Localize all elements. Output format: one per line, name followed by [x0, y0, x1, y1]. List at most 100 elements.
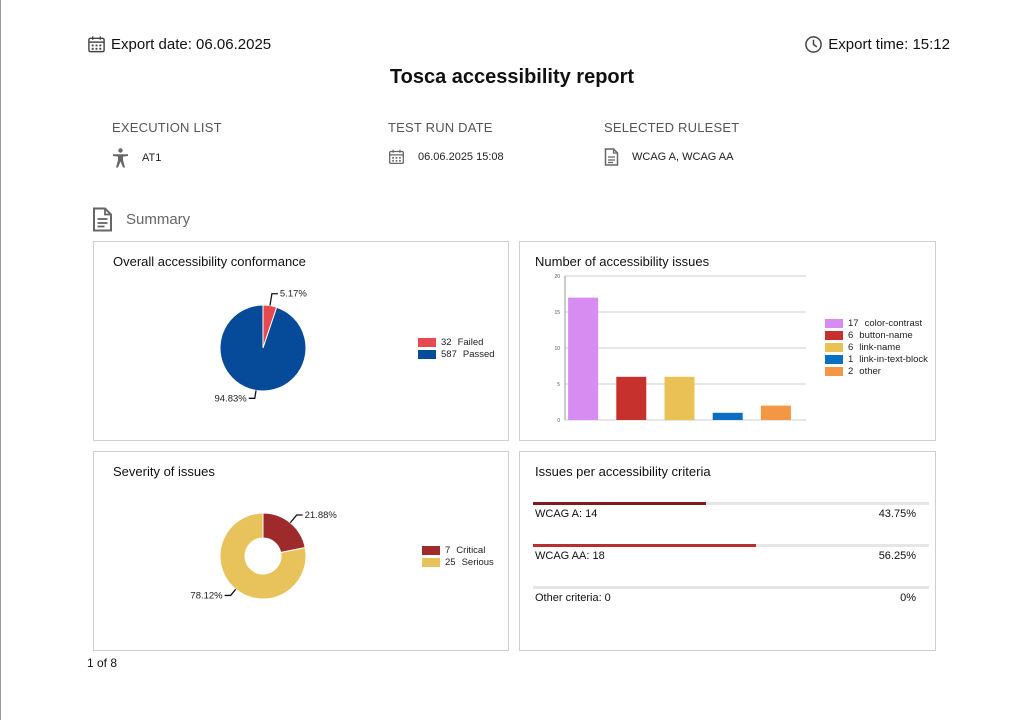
document-icon	[604, 148, 619, 166]
conformance-legend: 32 Failed 587 Passed	[418, 336, 495, 360]
issues-legend: 17 color-contrast 6 button-name 6 link-name 1 l…	[825, 317, 928, 377]
legend-count: 6	[848, 341, 854, 353]
severity-title: Severity of issues	[113, 464, 215, 479]
legend-name: Serious	[461, 556, 494, 568]
criteria-label: WCAG AA: 18	[535, 550, 605, 562]
legend-name: button-name	[859, 329, 913, 341]
selected-ruleset-value: WCAG A, WCAG AA	[632, 151, 734, 163]
y-tick-label: 20	[554, 274, 560, 280]
legend-count: 17	[848, 317, 859, 329]
clock-icon	[805, 36, 823, 53]
pie-callout-line	[224, 588, 237, 597]
conformance-title: Overall accessibility conformance	[113, 254, 306, 269]
export-time-text: Export time: 15:12	[828, 36, 950, 53]
criteria-fill	[533, 502, 707, 505]
calendar-icon	[88, 36, 105, 53]
pie-slice-serious	[219, 512, 307, 600]
legend-name: Critical	[456, 544, 486, 556]
pie-callout-line	[269, 293, 278, 306]
summary-label: Summary	[126, 211, 191, 228]
page-number: 1 of 8	[87, 656, 118, 670]
criteria-track	[533, 586, 929, 589]
legend-item: 25 Serious	[422, 556, 494, 568]
pie-slice-critical	[262, 512, 306, 554]
conformance-pie-chart: 5.17% 94.83%	[215, 289, 308, 405]
legend-item: 2 other	[825, 365, 928, 377]
test-run-date-block: TEST RUN DATE 06.06.2025 15:08	[388, 120, 504, 166]
legend-item: 6 link-name	[825, 341, 928, 353]
execution-list-block: EXECUTION LIST AT1	[112, 120, 222, 168]
legend-swatch	[825, 318, 843, 328]
pie-slice-passed	[219, 304, 307, 392]
calendar-icon	[389, 149, 404, 165]
selected-ruleset-value-row: WCAG A, WCAG AA	[604, 148, 739, 166]
bar-other	[760, 405, 791, 420]
legend-count: 6	[848, 329, 854, 341]
legend-name: link-in-text-block	[859, 353, 928, 365]
legend-name: Passed	[462, 348, 495, 360]
issues-card: Number of accessibility issues 0 5 10 15 20 …	[519, 241, 936, 441]
y-tick-label: 0	[557, 418, 560, 424]
criteria-label: Other criteria: 0	[535, 592, 611, 604]
pie-callout-line	[289, 514, 303, 524]
execution-list-label: EXECUTION LIST	[112, 120, 222, 135]
legend-count: 2	[848, 365, 854, 377]
export-time: Export time: 15:12	[804, 35, 950, 54]
export-date: Export date: 06.06.2025	[87, 35, 271, 54]
criteria-percent: 56.25%	[878, 550, 916, 562]
legend-item: 32 Failed	[418, 336, 495, 348]
pie-percent-label: 94.83%	[215, 393, 248, 404]
criteria-label: WCAG A: 14	[535, 508, 598, 520]
report-title: Tosca accessibility report	[389, 66, 635, 88]
criteria-percent: 0%	[900, 592, 916, 604]
legend-name: link-name	[859, 341, 901, 353]
legend-swatch	[418, 349, 436, 359]
legend-item: 6 button-name	[825, 329, 928, 341]
legend-item: 7 Critical	[422, 544, 494, 556]
conformance-card: Overall accessibility conformance 5.17% 9…	[93, 241, 509, 441]
selected-ruleset-label: SELECTED RULESET	[604, 120, 740, 135]
legend-name: Failed	[457, 336, 484, 348]
export-date-text: Export date: 06.06.2025	[111, 36, 272, 53]
summary-heading: Summary	[92, 207, 190, 232]
legend-swatch	[825, 366, 843, 376]
legend-swatch	[825, 330, 843, 340]
criteria-title: Issues per accessibility criteria	[535, 464, 711, 479]
y-tick-label: 10	[554, 346, 560, 352]
document-icon	[93, 207, 112, 232]
legend-name: other	[859, 365, 881, 377]
legend-item: 1 link-in-text-block	[825, 353, 928, 365]
y-tick-label: 15	[554, 310, 560, 316]
test-run-date-value: 06.06.2025 15:08	[418, 151, 504, 163]
legend-count: 1	[848, 353, 854, 365]
selected-ruleset-block: SELECTED RULESET WCAG A, WCAG AA	[604, 120, 739, 166]
criteria-percent: 43.75%	[878, 508, 916, 520]
pie-percent-label: 21.88%	[305, 510, 338, 521]
execution-list-value-row: AT1	[112, 148, 222, 168]
bar-button-name	[616, 376, 647, 420]
legend-swatch	[422, 545, 440, 555]
pie-percent-label: 78.12%	[190, 590, 223, 601]
y-tick-label: 5	[557, 382, 560, 388]
legend-swatch	[825, 354, 843, 364]
legend-swatch	[422, 557, 440, 567]
accessibility-person-icon	[113, 148, 128, 168]
legend-item: 17 color-contrast	[825, 317, 928, 329]
pie-callout-line	[248, 390, 257, 399]
bar-link-in-text-block	[712, 412, 743, 420]
legend-count: 25	[445, 556, 456, 568]
legend-swatch	[825, 342, 843, 352]
criteria-track	[533, 502, 929, 505]
page-edge	[0, 0, 1, 720]
bar-color-contrast	[568, 297, 599, 420]
severity-legend: 7 Critical 25 Serious	[422, 544, 494, 568]
legend-count: 587	[441, 348, 457, 360]
legend-item: 587 Passed	[418, 348, 495, 360]
legend-count: 7	[445, 544, 451, 556]
legend-count: 32	[441, 336, 452, 348]
test-run-date-value-row: 06.06.2025 15:08	[388, 148, 504, 166]
criteria-fill	[533, 544, 756, 547]
criteria-card: Issues per accessibility criteria WCAG A…	[519, 451, 936, 651]
issues-bar-chart: 0 5 10 15 20	[554, 274, 806, 424]
issues-title: Number of accessibility issues	[535, 254, 710, 269]
